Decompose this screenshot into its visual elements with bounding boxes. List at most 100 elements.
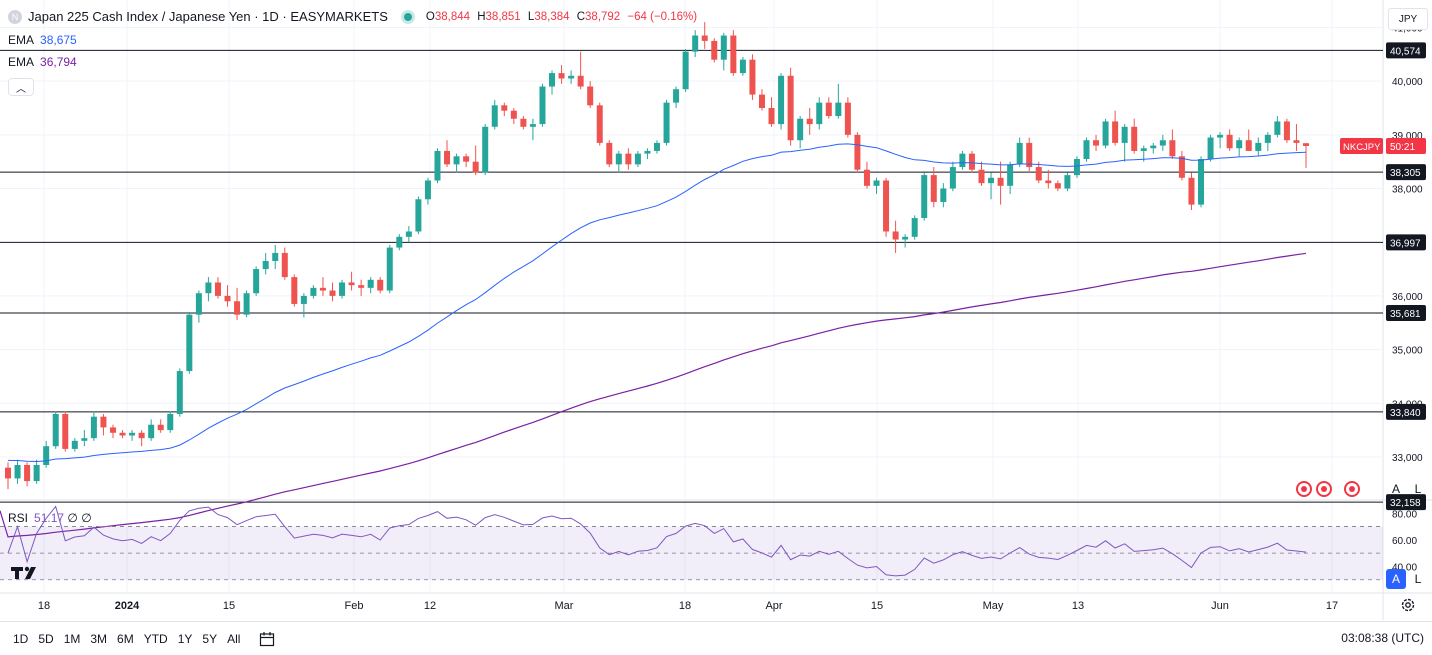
candle-body	[52, 414, 59, 447]
timeframe-5y[interactable]: 5Y	[202, 631, 218, 646]
x-axis-label: May	[983, 600, 1004, 612]
candle-body	[892, 231, 899, 240]
candle-body	[816, 102, 823, 125]
candle-body	[33, 465, 40, 482]
candle-body	[1073, 159, 1080, 176]
candle-body	[300, 295, 307, 304]
candle-body	[90, 416, 97, 439]
candle-body	[711, 40, 718, 60]
candle-body	[167, 414, 174, 431]
collapse-legend-button[interactable]: ︿	[8, 78, 34, 96]
price-tick-label: 39,000	[1392, 131, 1423, 142]
candle-body	[463, 156, 470, 162]
timeframe-ytd[interactable]: YTD	[143, 631, 168, 646]
timeframe-3m[interactable]: 3M	[90, 631, 108, 646]
price-tick-label: 35,000	[1392, 346, 1423, 357]
timeframe-5d[interactable]: 5D	[38, 631, 54, 646]
candle-body	[520, 118, 527, 127]
candle-body	[138, 432, 145, 439]
tradingview-logo-icon[interactable]	[10, 563, 42, 581]
candle-body	[214, 282, 221, 296]
candle-body	[558, 73, 565, 79]
level-price-label: 33,840	[1390, 408, 1421, 419]
candle-body	[720, 35, 727, 60]
candle-body	[902, 236, 909, 240]
close-value: 38,792	[585, 11, 621, 23]
x-axis-label: 15	[871, 600, 883, 612]
candle-body	[1217, 134, 1224, 138]
alert-markers[interactable]	[1296, 481, 1360, 497]
candle-body	[1159, 140, 1166, 146]
calendar-range-icon[interactable]	[259, 631, 275, 647]
candle-body	[758, 94, 765, 108]
price-chart[interactable]: 41,00040,00039,00038,00036,00035,00034,0…	[0, 0, 1432, 620]
candle-body	[529, 124, 536, 127]
ema-fast-line	[7, 143, 1307, 463]
candle-body	[1293, 140, 1300, 143]
timeframe-1d[interactable]: 1D	[13, 631, 29, 646]
candle-body	[606, 142, 613, 165]
candle-body	[501, 105, 508, 111]
candle-body	[148, 424, 155, 439]
level-price-label: 36,997	[1390, 238, 1421, 249]
candle-body	[310, 287, 317, 296]
x-axis-label: 18	[679, 600, 691, 612]
candle-body	[1140, 148, 1147, 151]
candle-body	[1045, 180, 1052, 184]
timeframe-all[interactable]: All	[227, 631, 241, 646]
rsi-log-scale-button[interactable]: L	[1414, 572, 1422, 586]
candle-body	[663, 102, 670, 143]
candle-body	[24, 465, 31, 482]
symbol-logo-icon: N	[8, 10, 22, 24]
rsi-auto-scale-button[interactable]: A	[1386, 569, 1406, 589]
ema-slow-legend[interactable]: EMA 36,794	[8, 55, 77, 69]
candle-body	[587, 86, 594, 106]
candle-body	[348, 282, 355, 286]
candle-body	[844, 102, 851, 135]
market-status-icon[interactable]	[403, 13, 412, 21]
price-tick-label: 33,000	[1392, 453, 1423, 464]
chart-legend: N Japan 225 Cash Index / Japanese Yen · …	[8, 8, 701, 26]
candle-body	[739, 59, 746, 74]
candle-body	[1283, 121, 1290, 141]
candle-body	[1035, 167, 1042, 181]
candle-body	[472, 161, 479, 173]
alert-icon[interactable]	[1344, 481, 1360, 497]
candle-body	[940, 188, 947, 202]
gear-icon[interactable]	[1400, 597, 1416, 613]
candle-body	[1198, 159, 1205, 205]
candle-body	[262, 261, 269, 270]
level-price-tag	[1386, 305, 1426, 322]
auto-scale-button[interactable]: A	[1391, 482, 1400, 496]
timeframe-6m[interactable]: 6M	[117, 631, 134, 646]
alert-icon[interactable]	[1316, 481, 1332, 497]
ema-fast-value: 38,675	[40, 33, 77, 47]
candle-body	[71, 440, 78, 449]
clock[interactable]: 03:08:38 (UTC)	[1341, 631, 1424, 645]
currency-selector[interactable]: JPY	[1388, 8, 1428, 30]
ema-fast-legend[interactable]: EMA 38,675	[8, 33, 77, 47]
level-price-tag	[1386, 164, 1426, 181]
candle-body	[1131, 126, 1138, 151]
candle-body	[997, 177, 1004, 186]
candle-body	[1150, 145, 1157, 149]
log-scale-button[interactable]: L	[1414, 482, 1422, 496]
symbol-title[interactable]: Japan 225 Cash Index / Japanese Yen · 1D…	[28, 9, 388, 24]
candle-body	[367, 279, 374, 288]
candle-body	[415, 199, 422, 232]
x-axis-label: Feb	[345, 600, 364, 612]
ema-slow-value: 36,794	[40, 55, 77, 69]
rsi-legend[interactable]: RSI 51.17 ∅ ∅	[8, 511, 92, 525]
candle-body	[157, 424, 164, 431]
timeframe-1y[interactable]: 1Y	[177, 631, 193, 646]
x-axis-label: 12	[424, 600, 436, 612]
x-axis-label: 15	[223, 600, 235, 612]
rsi-value: 51.17	[34, 511, 65, 525]
timeframe-1m[interactable]: 1M	[63, 631, 81, 646]
alert-icon[interactable]	[1296, 481, 1312, 497]
candle-body	[482, 126, 489, 173]
candle-body	[1016, 142, 1023, 165]
ohlc-values: O38,844 H38,851 L38,384 C38,792 −64 (−0.…	[425, 11, 698, 23]
candle-body	[596, 105, 603, 143]
candle-body	[1188, 177, 1195, 205]
